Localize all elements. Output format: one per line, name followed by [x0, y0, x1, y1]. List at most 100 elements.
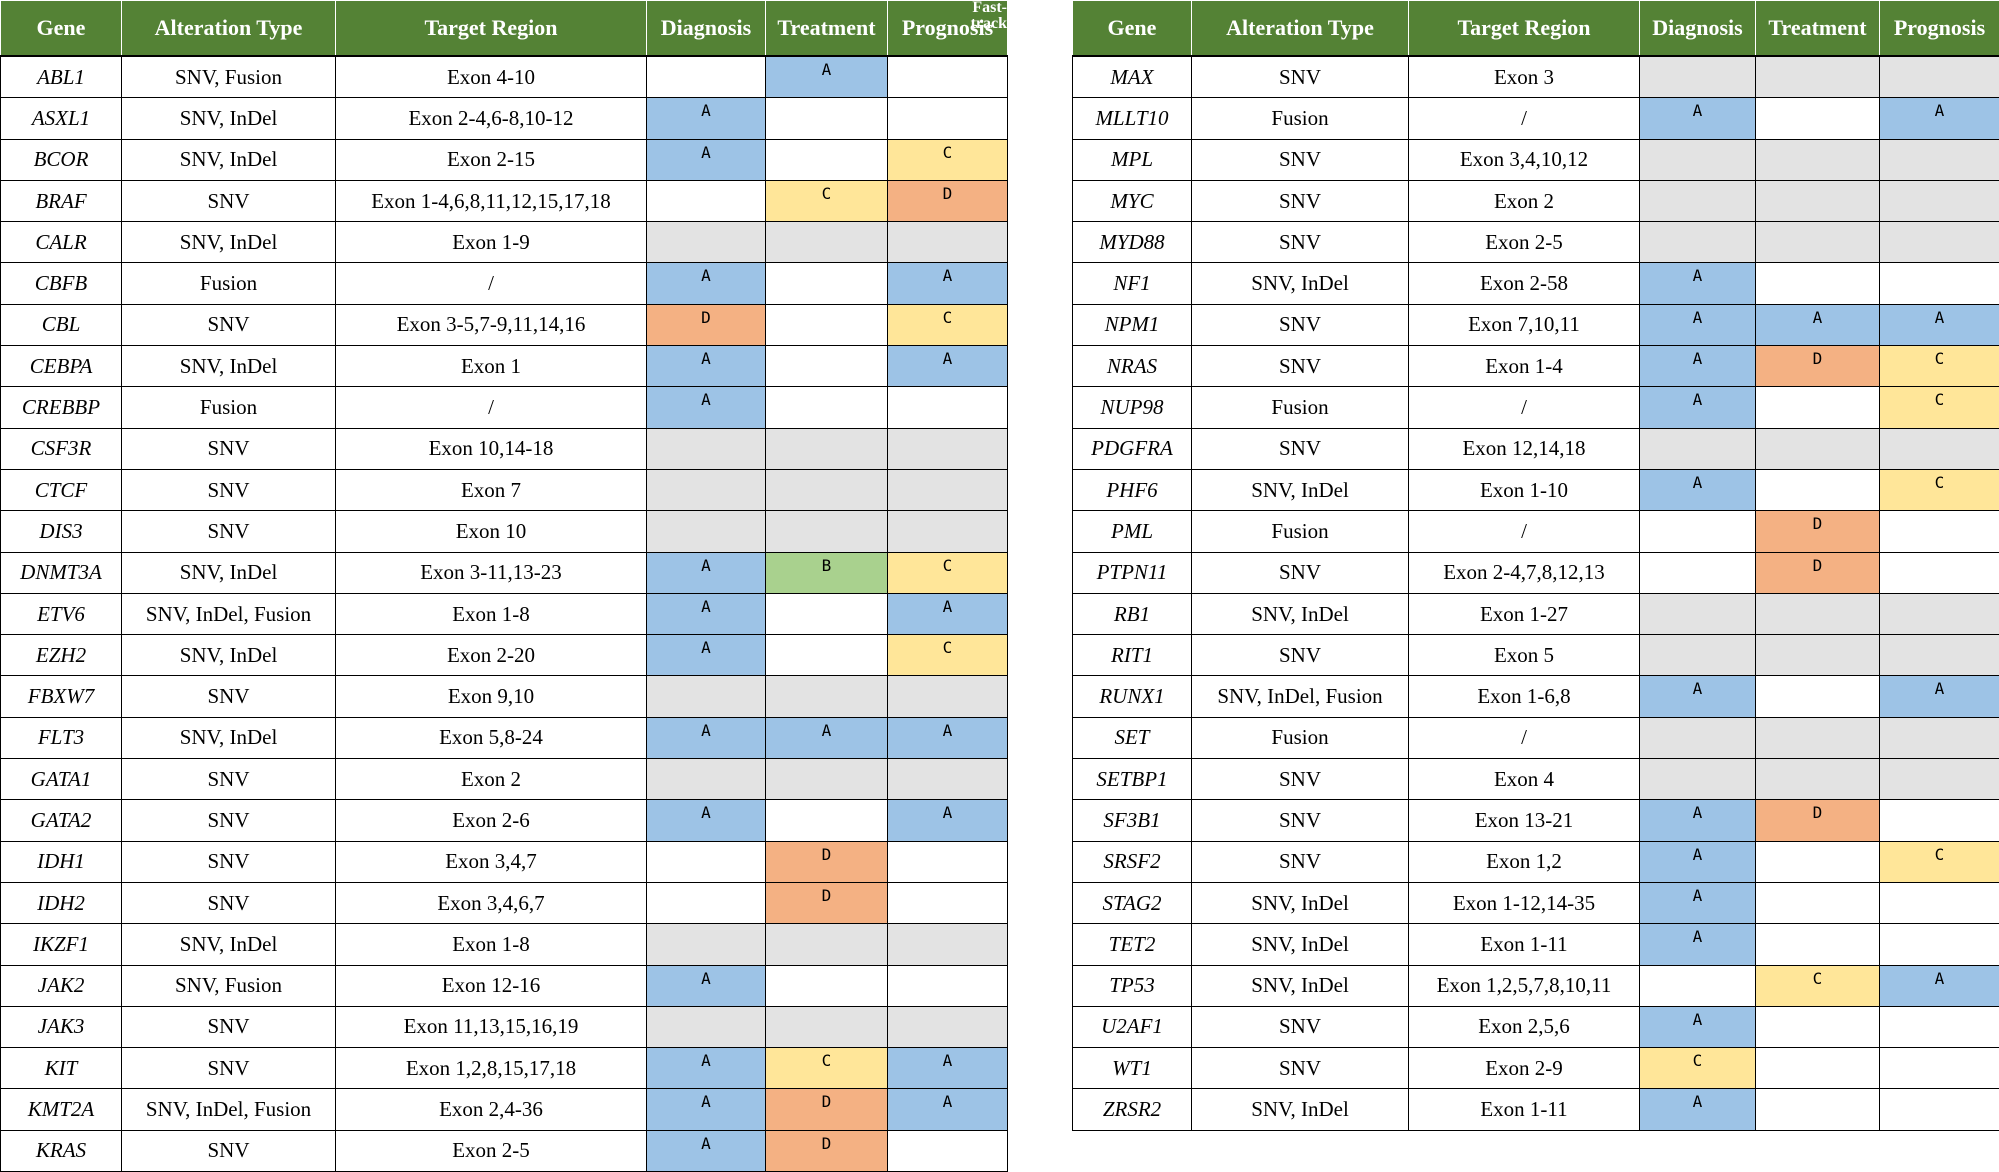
evidence-cell: A	[647, 717, 766, 758]
evidence-cell: D	[888, 180, 1008, 221]
evidence-cell	[1756, 1048, 1880, 1089]
gene-cell: CEBPA	[1, 346, 122, 387]
evidence-cell	[888, 882, 1008, 923]
column-header: Target Region	[336, 1, 647, 57]
evidence-cell: A	[647, 1089, 766, 1130]
evidence-cell: A	[888, 717, 1008, 758]
na-cell	[1756, 428, 1880, 469]
alteration-cell: SNV, InDel	[122, 139, 336, 180]
region-cell: Exon 3,4,7	[336, 841, 647, 882]
evidence-cell: A	[647, 263, 766, 304]
na-cell	[766, 428, 888, 469]
evidence-cell	[1756, 1089, 1880, 1130]
region-cell: Exon 2-15	[336, 139, 647, 180]
na-cell	[888, 676, 1008, 717]
alteration-cell: SNV, InDel	[122, 635, 336, 676]
evidence-cell: A	[647, 98, 766, 139]
na-cell	[1640, 139, 1756, 180]
gene-cell: STAG2	[1073, 882, 1192, 923]
evidence-cell	[766, 263, 888, 304]
evidence-cell: A	[1880, 98, 1999, 139]
gene-cell: NPM1	[1073, 304, 1192, 345]
evidence-cell	[1880, 924, 1999, 965]
gene-cell: ZRSR2	[1073, 1089, 1192, 1130]
alteration-cell: SNV	[122, 180, 336, 221]
evidence-cell: A	[1640, 263, 1756, 304]
alteration-cell: SNV	[1192, 800, 1409, 841]
column-header: Target Region	[1409, 1, 1640, 57]
alteration-cell: SNV	[1192, 222, 1409, 263]
evidence-cell	[1880, 1089, 1999, 1130]
gene-cell: TP53	[1073, 965, 1192, 1006]
evidence-cell: A	[1640, 469, 1756, 510]
evidence-cell: A	[1640, 1006, 1756, 1047]
region-cell: Exon 2-5	[336, 1130, 647, 1171]
evidence-cell	[647, 56, 766, 98]
evidence-cell: C	[1880, 387, 1999, 428]
evidence-cell: A	[888, 800, 1008, 841]
na-cell	[1640, 56, 1756, 98]
alteration-cell: SNV, InDel, Fusion	[1192, 676, 1409, 717]
evidence-cell	[1756, 882, 1880, 923]
alteration-cell: SNV	[1192, 346, 1409, 387]
evidence-cell: A	[888, 593, 1008, 634]
evidence-cell: A	[888, 346, 1008, 387]
gene-cell: ETV6	[1, 593, 122, 634]
evidence-cell	[766, 593, 888, 634]
na-cell	[766, 1006, 888, 1047]
gene-cell: JAK2	[1, 965, 122, 1006]
evidence-cell	[1756, 98, 1880, 139]
region-cell: /	[336, 263, 647, 304]
na-cell	[888, 511, 1008, 552]
evidence-cell: A	[1640, 924, 1756, 965]
gene-cell: MYD88	[1073, 222, 1192, 263]
na-cell	[1756, 717, 1880, 758]
evidence-cell: A	[1640, 98, 1756, 139]
gene-cell: FBXW7	[1, 676, 122, 717]
region-cell: Exon 1-8	[336, 593, 647, 634]
alteration-cell: SNV	[122, 469, 336, 510]
gene-cell: NF1	[1073, 263, 1192, 304]
gene-cell: SET	[1073, 717, 1192, 758]
region-cell: /	[1409, 98, 1640, 139]
alteration-cell: SNV, InDel	[1192, 924, 1409, 965]
evidence-cell: D	[1756, 800, 1880, 841]
region-cell: Exon 1-10	[1409, 469, 1640, 510]
evidence-cell: D	[766, 841, 888, 882]
gene-cell: TET2	[1073, 924, 1192, 965]
evidence-cell: C	[766, 1048, 888, 1089]
region-cell: /	[1409, 511, 1640, 552]
na-cell	[1880, 593, 1999, 634]
na-cell	[1880, 717, 1999, 758]
gene-cell: KRAS	[1, 1130, 122, 1171]
na-cell	[1880, 635, 1999, 676]
gene-cell: CREBBP	[1, 387, 122, 428]
evidence-cell	[1756, 1006, 1880, 1047]
alteration-cell: SNV, InDel	[122, 717, 336, 758]
na-cell	[647, 469, 766, 510]
evidence-cell	[1880, 263, 1999, 304]
region-cell: Exon 5,8-24	[336, 717, 647, 758]
alteration-cell: SNV, Fusion	[122, 56, 336, 98]
alteration-cell: SNV	[1192, 304, 1409, 345]
region-cell: Exon 12,14,18	[1409, 428, 1640, 469]
gene-cell: SETBP1	[1073, 759, 1192, 800]
alteration-cell: SNV, InDel, Fusion	[122, 1089, 336, 1130]
na-cell	[1880, 428, 1999, 469]
gene-cell: PTPN11	[1073, 552, 1192, 593]
gene-cell: U2AF1	[1073, 1006, 1192, 1047]
region-cell: Exon 2-5	[1409, 222, 1640, 263]
